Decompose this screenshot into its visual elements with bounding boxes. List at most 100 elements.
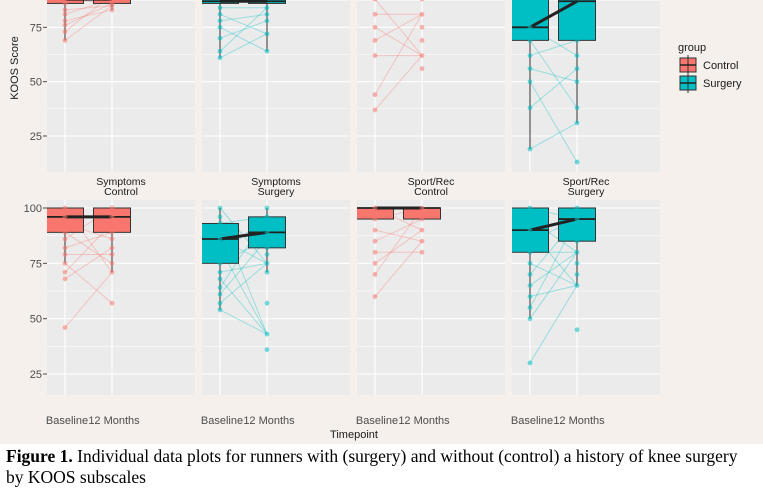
- data-point: [109, 245, 115, 251]
- data-point: [264, 260, 270, 266]
- individual-line: [529, 284, 578, 298]
- x-tick-label: 12 Months: [553, 415, 605, 427]
- legend: group Control Surgery: [678, 42, 742, 93]
- data-point: [574, 283, 580, 288]
- data-point: [264, 31, 270, 37]
- data-point: [217, 229, 223, 235]
- data-point: [372, 53, 378, 58]
- individual-line: [64, 271, 113, 328]
- individual-line: [64, 9, 113, 22]
- individual-line: [529, 285, 578, 364]
- panel-content: [512, 205, 596, 366]
- data-point: [527, 238, 533, 244]
- data-point: [419, 66, 425, 72]
- individual-line: [219, 7, 268, 52]
- data-point: [217, 307, 223, 313]
- individual-line: [374, 55, 423, 111]
- data-point: [217, 252, 223, 257]
- panel-content: [47, 0, 131, 43]
- individual-line: [374, 13, 423, 41]
- x-axis-title: Timepoint: [330, 429, 378, 441]
- facet-strip-label: Sport/Rec: [563, 176, 610, 188]
- legend-key: [679, 73, 697, 93]
- data-point: [62, 1, 68, 6]
- y-tick-label: 75: [30, 258, 42, 270]
- data-point: [527, 360, 533, 366]
- data-point: [419, 24, 425, 30]
- data-point: [527, 105, 533, 111]
- data-point: [264, 5, 270, 11]
- individual-line: [529, 251, 578, 319]
- caption-label: Figure 1.: [6, 446, 73, 466]
- data-point: [419, 205, 425, 211]
- data-point: [109, 221, 115, 226]
- data-point: [419, 37, 425, 43]
- data-point: [574, 105, 580, 111]
- data-point: [109, 300, 115, 306]
- data-point: [372, 272, 378, 277]
- data-point: [372, 0, 378, 2]
- legend-background: [668, 0, 763, 444]
- panel-background: [357, 200, 505, 395]
- individual-line: [219, 262, 268, 273]
- data-point: [217, 205, 223, 211]
- data-point: [109, 269, 115, 275]
- figure-caption: Figure 1. Individual data plots for runn…: [6, 446, 756, 488]
- data-point: [419, 249, 425, 255]
- median-trend-line: [529, 0, 578, 29]
- legend-title: group: [678, 42, 706, 54]
- y-tick-label: 100: [24, 203, 42, 215]
- median-trend-line: [529, 217, 578, 232]
- data-point: [264, 252, 270, 257]
- data-point: [62, 11, 68, 17]
- data-point: [62, 229, 68, 235]
- individual-line: [529, 122, 578, 150]
- data-point: [109, 236, 115, 242]
- data-point: [109, 260, 115, 266]
- individual-line: [374, 26, 423, 57]
- data-point: [264, 214, 270, 220]
- data-point: [372, 11, 378, 17]
- panel-content: [47, 205, 131, 330]
- x-tick-label: 12 Months: [88, 415, 140, 427]
- data-point: [527, 272, 533, 277]
- data-point: [217, 291, 223, 297]
- y-axis-title: KOOS Score: [9, 36, 21, 100]
- data-point: [62, 221, 68, 226]
- data-point: [372, 227, 378, 233]
- facet-panel: [47, 0, 195, 172]
- data-point: [217, 214, 223, 220]
- data-point: [574, 260, 580, 266]
- data-point: [264, 331, 270, 337]
- facet-strip-label: Sport/Rec: [408, 176, 455, 188]
- box: [47, 207, 84, 233]
- x-tick-label: Baseline: [46, 415, 88, 427]
- data-point: [419, 0, 425, 2]
- data-point: [217, 48, 223, 54]
- box: [202, 222, 239, 264]
- data-point: [264, 11, 270, 17]
- data-point: [527, 227, 533, 233]
- data-point: [527, 79, 533, 85]
- facet-strip-label: Symptoms: [96, 176, 146, 188]
- individual-line: [374, 218, 423, 242]
- panel-content: [202, 205, 286, 353]
- data-point: [264, 245, 270, 251]
- individual-line: [374, 229, 423, 264]
- x-tick-label: Baseline: [356, 415, 398, 427]
- data-point: [217, 245, 223, 251]
- data-point: [574, 238, 580, 244]
- facet-panel: [512, 0, 660, 172]
- legend-label: Surgery: [703, 78, 742, 90]
- data-point: [109, 0, 115, 2]
- x-tick-label: 12 Months: [243, 415, 295, 427]
- individual-line: [529, 68, 578, 109]
- individual-line: [219, 26, 268, 52]
- individual-line: [219, 33, 268, 59]
- individual-line: [64, 231, 113, 264]
- individual-line: [219, 20, 268, 39]
- individual-line: [529, 68, 578, 83]
- panel-background: [357, 0, 505, 172]
- data-point: [217, 276, 223, 282]
- individual-line: [219, 13, 268, 35]
